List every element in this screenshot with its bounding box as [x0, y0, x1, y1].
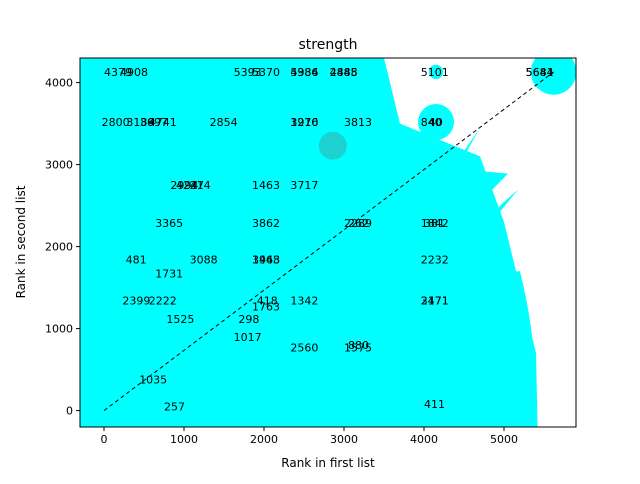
point-label: 2994: [170, 179, 198, 192]
point-label: 2289: [344, 217, 372, 230]
marker-edge: [504, 271, 535, 427]
point-label: 2800: [102, 116, 130, 129]
chart-title: strength: [299, 37, 358, 53]
point-label: 214: [190, 179, 211, 192]
point-label: 1731: [155, 268, 183, 281]
point-label: 381: [424, 217, 445, 230]
x-axis-ticks: 0 1000 2000 3000 4000 5000: [101, 427, 518, 446]
point-label: 3862: [252, 217, 280, 230]
point-label: 2222: [149, 295, 177, 308]
point-label: 1763: [252, 300, 280, 313]
point-label: 4908: [120, 66, 148, 79]
y-tick-label: 1000: [45, 323, 73, 336]
point-label: 840: [421, 116, 442, 129]
point-label: 481: [126, 254, 147, 267]
point-label: 2448: [330, 66, 358, 79]
point-label: 1463: [252, 179, 280, 192]
bubble-marker: [319, 108, 346, 136]
point-label: 40: [429, 116, 443, 129]
point-label: 3365: [155, 217, 183, 230]
point-label: 5370: [252, 66, 280, 79]
bubble-marker: [352, 112, 372, 132]
point-label: 2560: [290, 341, 318, 354]
point-label: 3916: [290, 116, 318, 129]
point-label: 2232: [421, 254, 449, 267]
bubble-marker: [418, 103, 454, 140]
y-axis-ticks: 0 1000 2000 3000 4000: [45, 77, 80, 418]
bubble-layer: [318, 58, 576, 160]
point-label: 3813: [344, 116, 372, 129]
point-label: 3088: [190, 254, 218, 267]
point-label: 5101: [421, 66, 449, 79]
point-label: 2171: [421, 295, 449, 308]
point-label: 2854: [210, 116, 238, 129]
x-tick-label: 5000: [490, 433, 518, 446]
diagonal-reference-line: [103, 71, 554, 411]
overlap-shade: [318, 131, 347, 160]
bubble-marker: [341, 58, 382, 99]
point-label: 2399: [122, 295, 150, 308]
y-tick-label: 2000: [45, 241, 73, 254]
point-label: 3717: [290, 179, 318, 192]
point-label: 1342: [290, 295, 318, 308]
point-label: 3189: [126, 116, 154, 129]
point-label: 5393: [234, 66, 262, 79]
point-label: 4885: [330, 66, 358, 79]
point-label: 1525: [166, 313, 194, 326]
triangle-marker: [452, 127, 480, 169]
x-axis-label: Rank in first list: [281, 456, 375, 470]
point-label: 5681: [526, 66, 554, 79]
cyan-marker-layer: [80, 58, 538, 427]
point-label: 4741: [149, 116, 177, 129]
point-label: 4247: [176, 179, 204, 192]
point-label: 257: [164, 401, 185, 414]
point-label: 3697: [140, 116, 168, 129]
y-axis-label: Rank in second list: [14, 185, 28, 298]
y-tick-label: 4000: [45, 77, 73, 90]
point-label: 1035: [139, 373, 167, 386]
plot-frame: [79, 57, 577, 428]
bubble-marker: [530, 58, 576, 95]
point-label: 5384: [290, 66, 318, 79]
marker-mass: [80, 58, 538, 427]
point-label: 1017: [234, 331, 262, 344]
point-label: 1842: [421, 217, 449, 230]
point-label: 4986: [290, 66, 318, 79]
point-label: 1270: [290, 116, 318, 129]
point-label: 4379: [104, 66, 132, 79]
point-label: 1575: [344, 341, 372, 354]
x-tick-label: 4000: [410, 433, 438, 446]
triangle-marker: [473, 170, 508, 198]
point-label: 262: [348, 217, 369, 230]
point-label: 418: [257, 295, 278, 308]
point-label: 1968: [252, 254, 280, 267]
point-label: 411: [424, 398, 445, 411]
y-tick-label: 3000: [45, 159, 73, 172]
point-label: 298: [238, 313, 259, 326]
triangle-marker: [481, 189, 519, 235]
point-label: 3443: [252, 254, 280, 267]
x-tick-label: 1000: [170, 433, 198, 446]
point-label: 5644: [526, 66, 554, 79]
y-tick-label: 0: [66, 405, 73, 418]
point-label: 3471: [421, 295, 449, 308]
bubble-marker: [428, 64, 444, 80]
point-label: 880: [348, 339, 369, 352]
x-tick-label: 0: [101, 433, 108, 446]
x-tick-label: 2000: [250, 433, 278, 446]
x-tick-label: 3000: [330, 433, 358, 446]
